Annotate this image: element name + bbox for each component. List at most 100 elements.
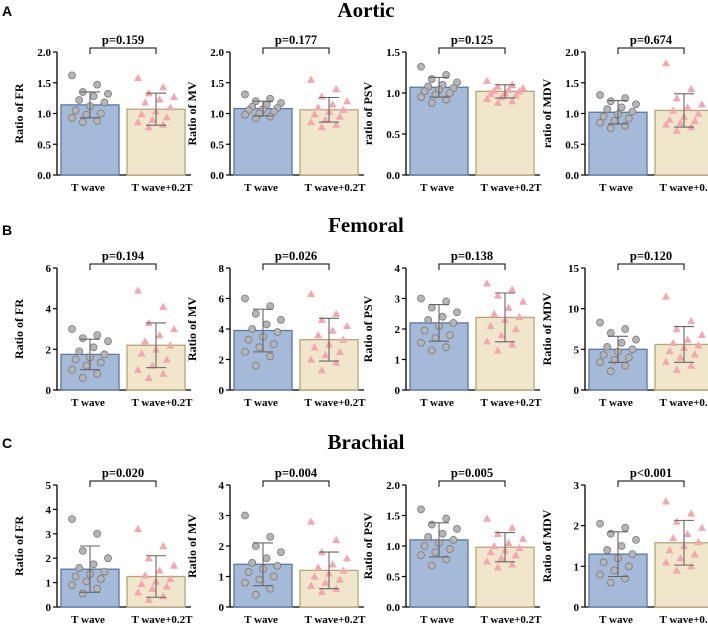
data-point-t-wave-02t (332, 120, 341, 128)
chart-panel-1: 0.0 0.5 1.0 1.5 2.0 Ratio of FR p=0.159 T wave T… (12, 33, 193, 194)
data-point-t-wave-02t (669, 533, 678, 542)
data-point-t-wave-02t (676, 554, 685, 562)
data-point-t-wave (632, 100, 640, 109)
significance-bracket (89, 47, 157, 54)
data-point-t-wave (241, 578, 249, 587)
data-point-t-wave (75, 96, 84, 104)
data-point-t-wave-02t (683, 103, 692, 111)
data-point-t-wave (241, 511, 249, 520)
data-point-t-wave (78, 589, 87, 598)
data-point-t-wave-02t (504, 303, 513, 311)
data-point-t-wave-02t (493, 563, 502, 571)
data-point-t-wave-02t (483, 76, 491, 84)
data-point-t-wave-02t (662, 59, 670, 67)
y-tick-label: 0.0 (386, 602, 400, 614)
data-point-t-wave-02t (687, 316, 696, 325)
data-point-t-wave (82, 110, 91, 119)
data-point-t-wave (606, 124, 615, 133)
data-point-t-wave (244, 568, 253, 576)
data-point-t-wave-02t (515, 543, 524, 552)
data-point-t-wave (628, 107, 637, 116)
data-point-t-wave (75, 564, 84, 572)
data-point-t-wave-02t (493, 98, 502, 107)
significance-bracket (89, 480, 157, 487)
data-point-t-wave-02t (144, 123, 153, 131)
data-point-t-wave (596, 358, 604, 367)
x-category-label: T wave+0.2T (480, 182, 542, 194)
y-tick-label: 1.5 (386, 47, 400, 59)
data-point-t-wave-02t (508, 97, 517, 105)
data-point-t-wave-02t (170, 325, 178, 333)
y-axis-label: Ratio of FR (12, 83, 26, 143)
p-value-label: p=0.194 (102, 249, 145, 263)
data-point-t-wave-02t (493, 291, 502, 299)
data-point-t-wave (442, 514, 451, 523)
data-point-t-wave (417, 338, 425, 347)
data-point-t-wave-02t (307, 581, 315, 589)
data-point-t-wave-02t (687, 509, 696, 517)
data-point-t-wave (68, 365, 76, 374)
data-point-t-wave (78, 373, 87, 382)
data-point-t-wave (71, 355, 80, 364)
y-tick-label: 1.0 (565, 109, 579, 121)
data-point-t-wave-02t (515, 87, 524, 95)
data-point-t-wave-02t (137, 349, 146, 357)
data-point-t-wave-02t (662, 120, 670, 128)
data-point-t-wave (273, 561, 282, 570)
data-point-t-wave-02t (144, 595, 153, 603)
data-point-t-wave-02t (134, 588, 142, 596)
chart-panel-9: 0 1 2 3 4 5 Ratio of FR p=0.020 T wave T wave+0.2… (12, 466, 193, 625)
x-category-label: T wave+0.2T (659, 182, 708, 194)
data-point-t-wave-02t (310, 110, 319, 118)
data-point-t-wave (417, 294, 425, 303)
significance-bracket (89, 263, 157, 270)
p-value-label: p=0.120 (630, 249, 672, 263)
data-point-t-wave (68, 581, 76, 589)
data-point-t-wave (621, 121, 630, 130)
data-point-t-wave-02t (159, 83, 168, 91)
data-point-t-wave (445, 89, 454, 97)
data-point-t-wave-02t (483, 514, 491, 522)
data-point-t-wave-02t (162, 582, 171, 590)
y-tick-label: 3 (395, 294, 401, 306)
y-tick-label: 2 (219, 355, 225, 367)
data-point-t-wave (78, 118, 87, 127)
y-tick-label: 0.0 (565, 170, 579, 182)
data-point-t-wave-02t (307, 517, 315, 525)
data-point-t-wave (449, 536, 458, 544)
data-point-t-wave (104, 554, 112, 563)
section-title-aortic: Aortic (337, 0, 394, 22)
y-tick-label: 6 (46, 263, 52, 275)
data-point-t-wave (241, 90, 249, 99)
y-tick-label: 0.0 (210, 170, 224, 182)
x-category-label: T wave (244, 397, 278, 409)
data-point-t-wave (621, 361, 630, 370)
data-point-t-wave (628, 345, 637, 354)
x-category-label: T wave (244, 182, 278, 194)
data-point-t-wave-02t (676, 118, 685, 126)
data-point-t-wave-02t (144, 554, 153, 562)
data-point-t-wave (438, 312, 447, 321)
data-point-t-wave (603, 105, 612, 114)
data-point-t-wave (606, 578, 615, 587)
data-point-t-wave (427, 346, 436, 355)
data-point-t-wave-02t (141, 571, 150, 579)
data-point-t-wave-02t (508, 560, 517, 568)
data-point-t-wave (617, 338, 626, 347)
data-point-t-wave (100, 350, 109, 359)
data-point-t-wave-02t (504, 85, 513, 93)
p-value-label: p=0.125 (451, 33, 493, 47)
section-title-femoral: Femoral (328, 213, 404, 237)
data-point-t-wave-02t (486, 548, 495, 556)
y-axis-label: Ratio of MV (185, 81, 199, 145)
y-tick-label: 2 (46, 344, 52, 356)
data-point-t-wave-02t (508, 340, 517, 348)
data-point-t-wave (241, 347, 249, 356)
data-point-t-wave (68, 515, 76, 524)
y-tick-label: 2.0 (386, 480, 400, 492)
x-category-label: T wave+0.2T (304, 397, 366, 409)
data-point-t-wave (417, 505, 425, 514)
significance-bracket (617, 47, 685, 54)
data-point-t-wave (442, 343, 451, 352)
